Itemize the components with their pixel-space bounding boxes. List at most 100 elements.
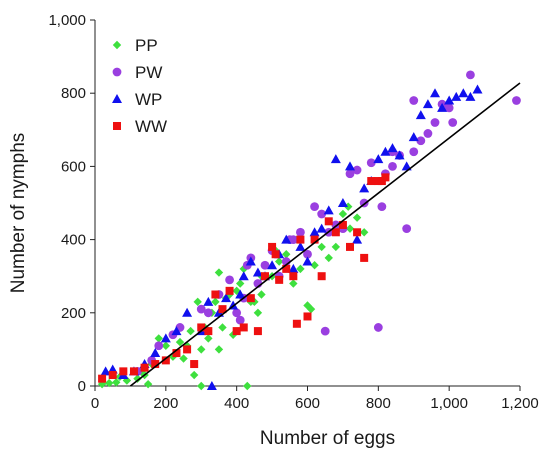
data-point-ww [253,327,262,336]
data-point-ww [324,217,333,226]
data-point-wp [345,161,355,171]
x-axis-ticks: 0 200 400 600 800 1,000 1,200 [91,386,539,412]
series-wp [100,84,483,390]
data-point-pw [466,70,475,80]
data-point-ww [331,228,340,237]
y-axis-ticks: 0 200 400 600 800 1,000 [48,12,95,395]
data-point-pp [359,228,369,237]
data-point-pp [143,379,153,389]
legend-marker-pp [112,40,122,50]
data-point-pw [444,103,454,113]
data-point-pw [232,308,242,318]
data-point-wp [330,154,341,164]
data-point-pw [416,136,426,146]
data-point-pp [112,378,121,387]
legend-marker-ww [113,122,121,130]
data-point-pp [214,345,224,354]
data-point-ww [261,272,269,281]
regression-line [129,82,521,387]
data-point-ww [360,253,369,262]
x-tick-label: 0 [91,395,99,412]
data-point-ww [310,235,319,244]
data-point-pw [196,304,206,314]
data-point-pp [239,264,248,274]
data-point-pw [430,118,440,127]
data-point-pp [310,261,319,270]
data-point-ww [98,374,107,383]
data-point-pw [203,308,213,318]
x-tick-label: 600 [295,395,320,412]
data-point-pp [175,337,185,347]
legend-label-wp: WP [135,90,162,109]
data-point-ww [218,305,227,314]
data-point-wp [437,102,448,112]
data-point-ww [246,294,255,303]
legend-label-pp: PP [135,36,158,55]
data-point-ww [271,250,280,259]
data-point-ww [268,242,277,251]
x-tick-label: 400 [224,395,249,412]
y-tick-label: 0 [78,378,86,395]
data-point-wp [302,256,313,266]
data-point-pw [235,315,245,325]
data-point-ww [275,275,284,284]
data-point-wp [150,348,161,358]
data-point-wp [238,271,249,281]
data-point-ww [303,312,312,321]
data-point-ww [282,264,291,273]
data-point-wp [451,91,462,101]
data-point-pp [211,297,220,307]
data-point-ww [289,272,298,281]
data-point-pp [243,381,252,391]
x-tick-label: 1,000 [430,395,468,412]
data-point-pp [186,326,195,336]
data-point-wp [373,154,384,164]
data-point-pp [197,345,206,354]
data-point-pw [320,326,330,336]
data-point-wp [465,91,476,101]
data-point-pw [402,224,412,234]
data-point-pp [193,297,202,307]
data-point-pw [366,158,376,168]
data-point-pw [388,162,397,171]
data-point-ww [204,327,213,336]
legend-marker-wp [112,94,122,103]
data-point-ww [140,363,149,372]
data-point-ww [232,327,241,336]
legend-marker-pw [112,67,122,77]
data-point-pp [352,213,362,222]
data-point-pw [303,249,312,259]
data-point-pp [345,224,355,233]
data-point-wp [323,205,334,215]
data-point-pp [154,334,163,343]
data-point-pp [253,308,263,317]
data-point-pp [133,374,142,383]
x-tick-label: 1,200 [501,395,539,412]
data-point-pp [204,334,213,343]
data-point-wp [415,110,426,120]
x-tick-label: 200 [153,395,178,412]
data-point-wp [160,333,171,343]
data-point-wp [337,198,348,207]
y-axis-title: Number of nymphs [8,133,29,294]
x-axis-title: Number of eggs [260,428,395,449]
data-point-pw [377,202,387,212]
data-point-wp [408,132,419,142]
data-point-wp [281,234,292,244]
data-point-ww [161,356,170,365]
data-point-ww [292,319,301,328]
data-point-wp [235,289,246,299]
data-point-wp [182,307,193,317]
data-point-pp [197,381,206,391]
data-point-pp [331,242,341,252]
data-point-ww [239,323,248,332]
data-point-ww [296,235,305,244]
data-point-pw [154,341,164,351]
legend: PP PW WP WW [112,36,167,136]
data-point-pw [409,96,419,105]
data-point-pw [345,169,355,179]
data-point-wp [422,99,433,109]
data-point-wp [380,146,391,156]
data-point-pw [317,209,327,219]
